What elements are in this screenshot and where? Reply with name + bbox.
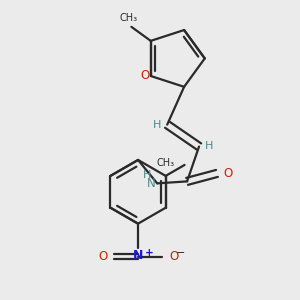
Text: O: O [223,167,232,180]
Text: O: O [98,250,107,263]
Text: H: H [205,141,213,151]
Text: N: N [133,248,143,262]
Text: −: − [176,248,185,257]
Text: O: O [141,70,150,83]
Text: CH₃: CH₃ [157,158,175,168]
Text: CH₃: CH₃ [119,13,137,23]
Text: +: + [145,248,154,257]
Text: H: H [143,170,152,180]
Text: N: N [146,177,155,190]
Text: H: H [153,120,161,130]
Text: O: O [169,250,178,263]
